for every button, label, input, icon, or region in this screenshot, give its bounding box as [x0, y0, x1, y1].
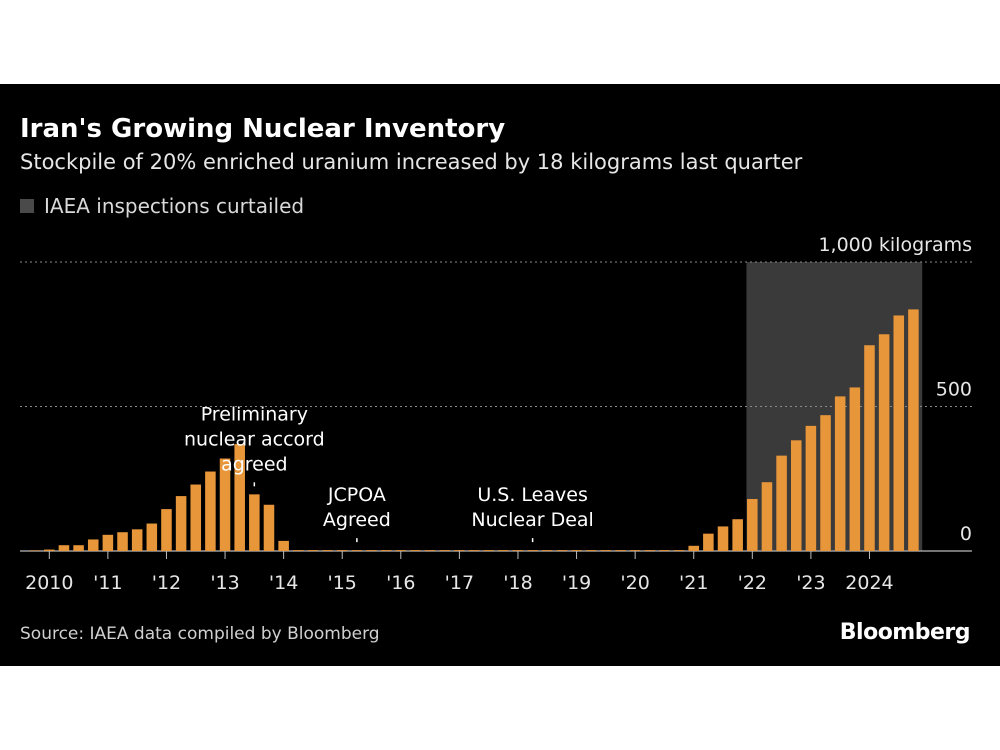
- bar: [117, 532, 128, 551]
- y-tick-label: 1,000 kilograms: [818, 234, 972, 256]
- bar: [834, 396, 846, 551]
- x-tick-label: '19: [562, 572, 591, 594]
- bar: [454, 550, 465, 551]
- x-tick-label: '11: [93, 572, 122, 594]
- bar: [673, 550, 685, 551]
- bar: [249, 494, 260, 551]
- bar: [908, 309, 919, 551]
- bar: [87, 539, 99, 551]
- bar: [395, 550, 407, 551]
- bar: [585, 550, 597, 551]
- x-tick-label: 2010: [25, 572, 73, 594]
- legend-label: IAEA inspections curtailed: [44, 194, 305, 218]
- bar: [278, 540, 289, 551]
- x-tick-label: '20: [620, 572, 649, 594]
- bar: [703, 533, 714, 551]
- annotation-text: agreed: [221, 453, 288, 475]
- bar: [688, 545, 699, 551]
- bar: [307, 550, 319, 551]
- annotation-text: nuclear accord: [184, 428, 325, 450]
- bar: [820, 415, 831, 551]
- bar-chart: 0 500 1,000 kilograms 2010 '11 '12 '13 '14 '15 '…: [20, 234, 972, 594]
- bar: [468, 550, 480, 551]
- x-tick-label: '16: [386, 572, 415, 594]
- bar: [146, 523, 158, 551]
- chart-subtitle: Stockpile of 20% enriched uranium increa…: [20, 150, 803, 174]
- x-tick-label: '22: [738, 572, 767, 594]
- bar: [366, 550, 377, 551]
- bar: [424, 550, 436, 551]
- bar: [790, 440, 802, 551]
- x-tick-label: '13: [210, 572, 239, 594]
- bar: [263, 504, 275, 551]
- bar: [58, 545, 70, 551]
- bar: [732, 519, 743, 551]
- bar: [805, 425, 817, 551]
- bar: [131, 529, 143, 551]
- bar: [439, 550, 451, 551]
- source-note: Source: IAEA data compiled by Bloomberg: [20, 624, 380, 644]
- bar: [644, 550, 656, 551]
- bar: [747, 498, 758, 551]
- bar: [102, 534, 114, 551]
- bar: [410, 550, 421, 551]
- x-tick-label: '12: [152, 572, 181, 594]
- chart-title: Iran's Growing Nuclear Inventory: [20, 114, 506, 144]
- bar: [161, 509, 172, 551]
- bar: [205, 471, 216, 551]
- bar: [615, 550, 626, 551]
- bar: [175, 496, 187, 551]
- bar: [44, 549, 55, 551]
- bloomberg-logo: Bloomberg: [839, 620, 971, 645]
- x-tick-label: '21: [679, 572, 708, 594]
- x-tick-label: 2024: [845, 572, 893, 594]
- bar: [234, 444, 245, 551]
- bar: [571, 550, 582, 551]
- x-tick-label: '14: [269, 572, 298, 594]
- bar: [219, 458, 231, 551]
- bar: [29, 550, 40, 551]
- x-tick-label: '17: [445, 572, 474, 594]
- bar: [600, 550, 612, 551]
- bar: [527, 550, 538, 551]
- bar: [541, 550, 553, 551]
- legend: IAEA inspections curtailed: [20, 194, 304, 218]
- bar: [293, 550, 304, 551]
- bar: [878, 334, 890, 551]
- bar: [849, 387, 861, 551]
- bar: [73, 545, 84, 551]
- annotation-text: Agreed: [323, 509, 391, 531]
- bar: [893, 315, 905, 551]
- x-tick-label: '18: [503, 572, 532, 594]
- bar: [512, 550, 524, 551]
- y-tick-label: 500: [936, 379, 972, 401]
- bar: [659, 550, 670, 551]
- bar: [498, 550, 509, 551]
- annotation-text: JCPOA: [327, 484, 386, 506]
- annotation-text: Nuclear Deal: [471, 509, 593, 531]
- bar: [380, 550, 392, 551]
- x-tick-label: '15: [328, 572, 357, 594]
- bar: [190, 484, 202, 551]
- bar: [322, 550, 333, 551]
- bar: [629, 550, 641, 551]
- bar: [483, 550, 494, 551]
- bar: [351, 550, 363, 551]
- y-tick-label: 0: [960, 523, 972, 545]
- bar: [864, 345, 875, 551]
- chart-card: Iran's Growing Nuclear Inventory Stockpi…: [0, 84, 1000, 666]
- bar: [717, 526, 729, 551]
- bar: [776, 455, 787, 551]
- legend-swatch: [20, 199, 34, 213]
- annotation-text: U.S. Leaves: [477, 484, 588, 506]
- bar: [336, 550, 348, 551]
- bar: [761, 482, 773, 551]
- x-tick-label: '23: [796, 572, 825, 594]
- annotation-text: Preliminary: [201, 403, 308, 425]
- bar: [556, 550, 568, 551]
